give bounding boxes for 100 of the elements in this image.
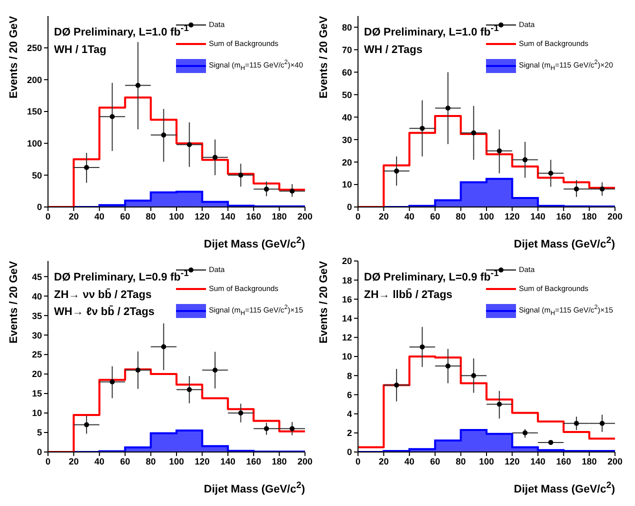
point — [496, 402, 502, 407]
x-tick-label: 200 — [297, 211, 313, 222]
point — [212, 368, 218, 373]
point — [574, 420, 579, 426]
x-tick-label: 200 — [607, 211, 623, 222]
x-tick-label: 20 — [378, 456, 389, 466]
y-tick-label: 50 — [32, 170, 42, 180]
y-tick-label: 5 — [36, 428, 42, 438]
point — [445, 106, 450, 111]
point — [161, 132, 166, 138]
point — [135, 368, 140, 373]
x-tick-label: 0 — [45, 456, 51, 466]
point — [264, 426, 269, 432]
x-tick-label: 80 — [456, 456, 466, 466]
y-tick-label: 250 — [26, 43, 42, 54]
y-tick-label: 60 — [342, 67, 352, 78]
x-tick-label: 100 — [478, 456, 494, 466]
point — [135, 82, 140, 88]
x-tick-label: 160 — [556, 456, 572, 466]
text: ZH→ νν bb̄ / 2Tags — [54, 288, 153, 303]
x-tick-label: 180 — [582, 456, 597, 466]
x-tick-label: 160 — [246, 456, 262, 466]
y-tick-label: 10 — [342, 352, 352, 362]
point — [522, 430, 528, 436]
x-tick-label: 140 — [220, 211, 236, 222]
x-tick-label: 40 — [404, 456, 414, 466]
y-axis-title: Events / 20 GeV — [318, 261, 330, 344]
y-tick-label: 6 — [346, 390, 352, 400]
x-tick-label: 120 — [194, 211, 210, 222]
point — [420, 344, 425, 350]
x-tick-label: 60 — [430, 456, 440, 466]
text: ZH→ llbb̄ / 2Tags — [364, 288, 454, 303]
y-tick-label: 100 — [26, 138, 42, 149]
x-tick-label: 100 — [168, 211, 184, 222]
point — [600, 186, 605, 192]
y-tick-label: 50 — [342, 90, 352, 100]
point — [238, 410, 244, 416]
y-tick-label: 45 — [32, 272, 42, 282]
x-tick-label: 140 — [530, 456, 546, 466]
y-tick-label: 200 — [26, 74, 42, 85]
text: WH / 1Tag — [54, 42, 108, 58]
point — [186, 142, 192, 148]
y-tick-label: 70 — [342, 44, 352, 55]
x-tick-label: 180 — [272, 211, 287, 222]
y-axis-title: Events / 20 GeV — [8, 16, 20, 99]
point — [161, 344, 166, 350]
point — [186, 387, 192, 392]
y-tick-label: 8 — [346, 370, 352, 381]
y-tick-label: 0 — [36, 447, 42, 458]
point — [522, 157, 528, 162]
y-tick-label: 150 — [26, 106, 42, 117]
point — [110, 114, 115, 120]
y-tick-label: 40 — [32, 291, 42, 302]
x-tick-label: 120 — [504, 211, 520, 222]
x-tick-label: 0 — [355, 211, 361, 222]
x-axis-title: Dijet Mass (GeV/c$^{2}$) — [514, 235, 615, 251]
point — [290, 426, 295, 432]
point — [84, 165, 90, 170]
point — [600, 420, 605, 426]
x-tick-label: 40 — [94, 211, 104, 222]
x-tick-label: 60 — [120, 211, 130, 222]
x-tick-label: 160 — [246, 211, 262, 222]
y-axis-title: Events / 20 GeV — [8, 261, 20, 344]
x-tick-label: 80 — [456, 211, 466, 222]
x-tick-label: 100 — [478, 211, 494, 222]
point — [471, 373, 476, 378]
y-tick-label: 30 — [342, 134, 352, 145]
x-tick-label: 60 — [430, 211, 440, 222]
point — [574, 186, 579, 192]
y-tick-label: 18 — [342, 275, 352, 286]
x-tick-label: 20 — [68, 211, 79, 222]
point — [84, 422, 90, 428]
point — [496, 148, 502, 154]
point — [212, 154, 218, 160]
x-tick-label: 40 — [404, 211, 414, 222]
x-tick-label: 120 — [194, 456, 210, 466]
y-tick-label: 20 — [342, 256, 352, 266]
y-tick-label: 16 — [342, 294, 352, 304]
x-axis-title: Dijet Mass (GeV/c$^{2}$) — [204, 480, 305, 496]
y-tick-label: 0 — [346, 447, 352, 458]
y-tick-label: 14 — [342, 313, 352, 324]
x-tick-label: 180 — [272, 456, 287, 466]
x-tick-label: 100 — [168, 456, 184, 466]
point — [548, 170, 554, 176]
x-tick-label: 20 — [378, 211, 389, 222]
point — [290, 188, 295, 194]
x-tick-label: 40 — [94, 456, 104, 466]
point — [110, 379, 115, 384]
x-tick-label: 0 — [355, 456, 361, 466]
y-tick-label: 12 — [342, 332, 352, 343]
x-tick-label: 200 — [297, 456, 313, 466]
y-tick-label: 80 — [342, 22, 352, 32]
y-tick-label: 35 — [32, 310, 42, 321]
y-tick-label: 30 — [32, 330, 42, 340]
x-tick-label: 60 — [120, 456, 130, 466]
x-tick-label: 200 — [607, 456, 623, 466]
y-tick-label: 4 — [346, 408, 352, 419]
y-tick-label: 20 — [342, 157, 352, 168]
x-tick-label: 80 — [146, 456, 156, 466]
x-axis-title: Dijet Mass (GeV/c$^{2}$) — [514, 480, 615, 496]
